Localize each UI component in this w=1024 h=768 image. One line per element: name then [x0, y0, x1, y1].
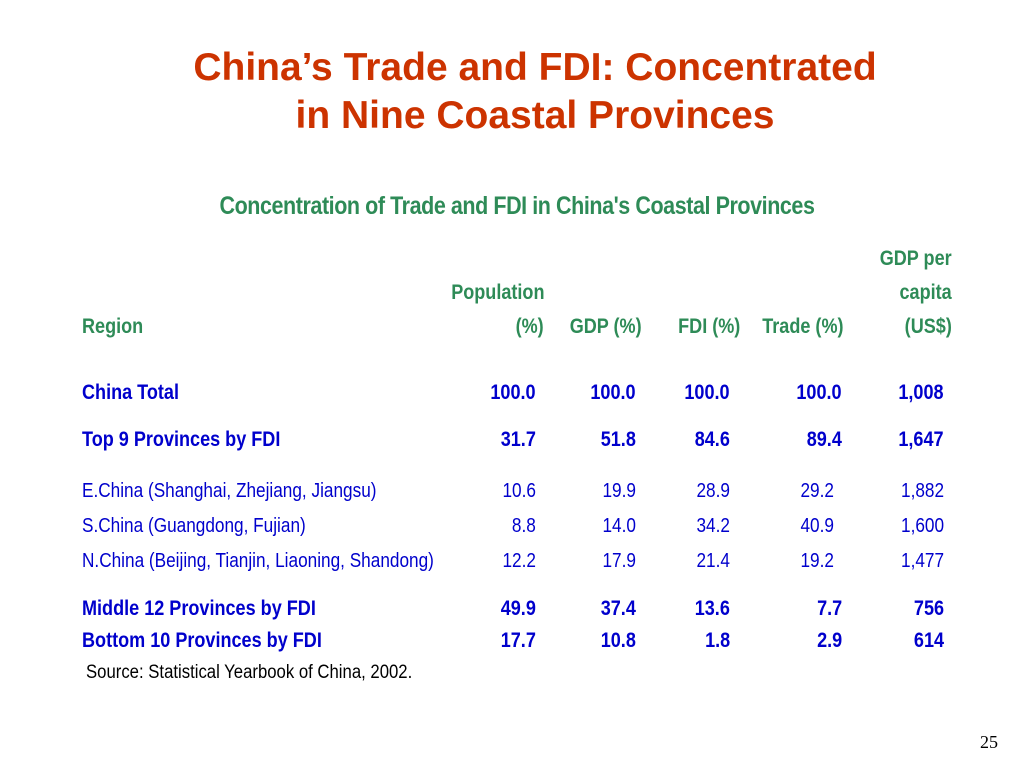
header-population-line1: Population	[450, 281, 544, 304]
cell-region: N.China (Beijing, Tianjin, Liaoning, Sha…	[82, 550, 434, 572]
cell-fdi: 1.8	[704, 629, 730, 652]
header-gdp-per-capita-line3: (US$)	[904, 315, 952, 338]
slide-title-line-1: China’s Trade and FDI: Concentrated	[193, 46, 877, 89]
cell-region: S.China (Guangdong, Fujian)	[82, 515, 306, 537]
cell-fdi: 100.0	[684, 381, 730, 404]
cell-population: 10.6	[502, 480, 536, 502]
table-row: Top 9 Provinces by FDI 31.7 51.8 84.6 89…	[0, 425, 1024, 455]
cell-trade: 40.9	[800, 515, 834, 537]
header-fdi: FDI (%)	[677, 315, 740, 338]
cell-fdi: 21.4	[696, 550, 730, 572]
cell-gdp-per-capita: 1,647	[898, 428, 944, 451]
slide-title: China’s Trade and FDI: Concentrated in N…	[0, 44, 1024, 140]
cell-fdi: 34.2	[696, 515, 730, 537]
cell-fdi: 84.6	[694, 428, 730, 451]
table-row: Bottom 10 Provinces by FDI 17.7 10.8 1.8…	[0, 626, 1024, 656]
cell-gdp-per-capita: 1,882	[900, 480, 944, 502]
cell-trade: 89.4	[806, 428, 842, 451]
cell-trade: 2.9	[816, 629, 842, 652]
header-population-line2: (%)	[515, 315, 544, 338]
cell-gdp: 17.9	[602, 550, 636, 572]
cell-trade: 100.0	[796, 381, 842, 404]
table-title: Concentration of Trade and FDI in China'…	[219, 192, 815, 220]
cell-region: Middle 12 Provinces by FDI	[82, 597, 316, 620]
cell-gdp-per-capita: 614	[913, 629, 944, 652]
cell-population: 31.7	[500, 428, 536, 451]
cell-gdp: 100.0	[590, 381, 636, 404]
cell-population: 49.9	[500, 597, 536, 620]
cell-gdp: 51.8	[600, 428, 636, 451]
header-gdp-per-capita-line1: GDP per	[880, 247, 952, 270]
header-region: Region	[82, 315, 144, 338]
cell-region: Bottom 10 Provinces by FDI	[82, 629, 322, 652]
slide-title-line-2: in Nine Coastal Provinces	[295, 94, 775, 137]
cell-trade: 29.2	[800, 480, 834, 502]
cell-gdp: 37.4	[600, 597, 636, 620]
cell-trade: 7.7	[816, 597, 842, 620]
cell-gdp-per-capita: 756	[913, 597, 944, 620]
table-row: Middle 12 Provinces by FDI 49.9 37.4 13.…	[0, 594, 1024, 624]
table-row: China Total 100.0 100.0 100.0 100.0 1,00…	[0, 378, 1024, 408]
table-row: E.China (Shanghai, Zhejiang, Jiangsu) 10…	[0, 476, 1024, 506]
cell-population: 17.7	[500, 629, 536, 652]
cell-fdi: 13.6	[694, 597, 730, 620]
cell-region: E.China (Shanghai, Zhejiang, Jiangsu)	[82, 480, 377, 502]
cell-population: 8.8	[512, 515, 536, 537]
cell-gdp-per-capita: 1,477	[900, 550, 944, 572]
cell-trade: 19.2	[800, 550, 834, 572]
cell-gdp: 14.0	[602, 515, 636, 537]
header-gdp-per-capita-line2: capita	[899, 281, 952, 304]
header-trade: Trade (%)	[762, 315, 844, 338]
cell-region: China Total	[82, 381, 179, 404]
cell-region: Top 9 Provinces by FDI	[82, 428, 281, 451]
cell-gdp: 10.8	[600, 629, 636, 652]
cell-population: 100.0	[490, 381, 536, 404]
cell-gdp-per-capita: 1,008	[898, 381, 944, 404]
table-row: N.China (Beijing, Tianjin, Liaoning, Sha…	[0, 546, 1024, 576]
cell-population: 12.2	[502, 550, 536, 572]
cell-fdi: 28.9	[696, 480, 730, 502]
cell-gdp: 19.9	[602, 480, 636, 502]
table-row: S.China (Guangdong, Fujian) 8.8 14.0 34.…	[0, 511, 1024, 541]
table-source-note: Source: Statistical Yearbook of China, 2…	[86, 662, 413, 683]
page-number: 25	[980, 732, 998, 752]
header-gdp: GDP (%)	[570, 315, 642, 338]
cell-gdp-per-capita: 1,600	[900, 515, 944, 537]
